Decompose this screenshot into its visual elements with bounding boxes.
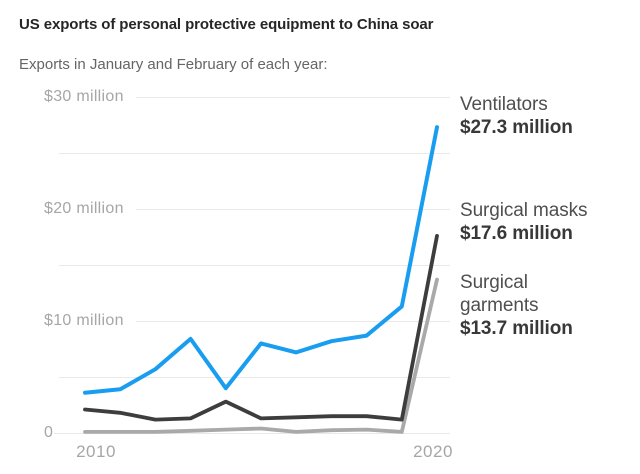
annotation-ventilators: Ventilators $27.3 million [460,93,600,139]
y-tick-label-30m: $30 million [44,88,124,105]
gridline-5m [59,377,450,378]
annotation-surgical-garments-name: Surgical garments [460,272,539,316]
series-line-surgical-masks [83,233,439,422]
gridline-10m [136,321,450,322]
annotation-surgical-garments: Surgical garments $13.7 million [460,271,600,340]
x-tick-label-2020: 2020 [413,442,453,461]
annotation-ventilators-name: Ventilators [460,94,548,115]
annotation-surgical-masks-name: Surgical masks [460,200,588,221]
gridline-20m [136,209,450,210]
gridline-15m [59,265,450,266]
y-tick-label-0m: 0 [44,424,54,441]
annotation-ventilators-value: $27.3 million [460,117,573,138]
y-tick-label-20m: $20 million [44,200,124,217]
x-tick-label-2010: 2010 [76,442,116,461]
series-line-ventilators [83,125,439,395]
annotation-surgical-garments-value: $13.7 million [460,318,573,339]
y-tick-label-10m: $10 million [44,312,124,329]
annotation-surgical-masks: Surgical masks $17.6 million [460,199,600,245]
chart-subtitle: Exports in January and February of each … [19,56,328,73]
gridline-0m [54,433,450,434]
gridline-25m [59,153,450,154]
gridline-30m [136,97,450,98]
chart-title: US exports of personal protective equipm… [19,16,434,34]
annotation-surgical-masks-value: $17.6 million [460,223,573,244]
series-line-surgical-garments [83,277,439,434]
